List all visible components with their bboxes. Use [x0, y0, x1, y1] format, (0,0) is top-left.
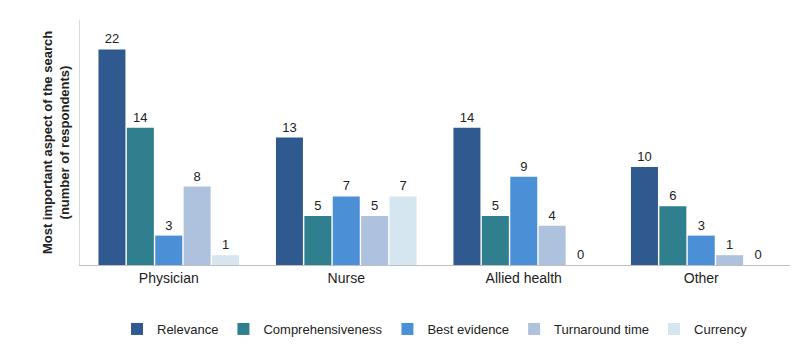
svg-text:8: 8 [194, 169, 201, 184]
svg-text:7: 7 [399, 178, 406, 193]
svg-text:9: 9 [520, 159, 527, 174]
svg-text:Physician: Physician [139, 270, 199, 286]
svg-text:3: 3 [698, 218, 705, 233]
svg-text:Relevance: Relevance [157, 322, 218, 337]
svg-text:5: 5 [314, 198, 321, 213]
svg-text:1: 1 [222, 237, 229, 252]
svg-text:13: 13 [282, 120, 296, 135]
svg-text:Comprehensiveness: Comprehensiveness [263, 322, 382, 337]
svg-text:1: 1 [726, 237, 733, 252]
svg-text:0: 0 [577, 247, 584, 262]
svg-text:6: 6 [669, 188, 676, 203]
svg-text:14: 14 [133, 110, 147, 125]
svg-text:3: 3 [165, 218, 172, 233]
svg-text:14: 14 [460, 110, 474, 125]
svg-text:0: 0 [754, 247, 761, 262]
svg-text:Other: Other [684, 270, 719, 286]
svg-text:7: 7 [343, 178, 350, 193]
svg-text:5: 5 [492, 198, 499, 213]
svg-text:4: 4 [549, 208, 556, 223]
svg-text:10: 10 [637, 149, 651, 164]
svg-text:22: 22 [105, 31, 119, 46]
svg-text:Allied health: Allied health [486, 270, 562, 286]
svg-text:5: 5 [371, 198, 378, 213]
svg-text:Nurse: Nurse [328, 270, 366, 286]
svg-text:Best evidence: Best evidence [427, 322, 509, 337]
svg-text:Currency: Currency [694, 322, 747, 337]
svg-text:Turnaround time: Turnaround time [554, 322, 649, 337]
svg-text:Most important aspect of the s: Most important aspect of the search(numb… [40, 31, 72, 254]
